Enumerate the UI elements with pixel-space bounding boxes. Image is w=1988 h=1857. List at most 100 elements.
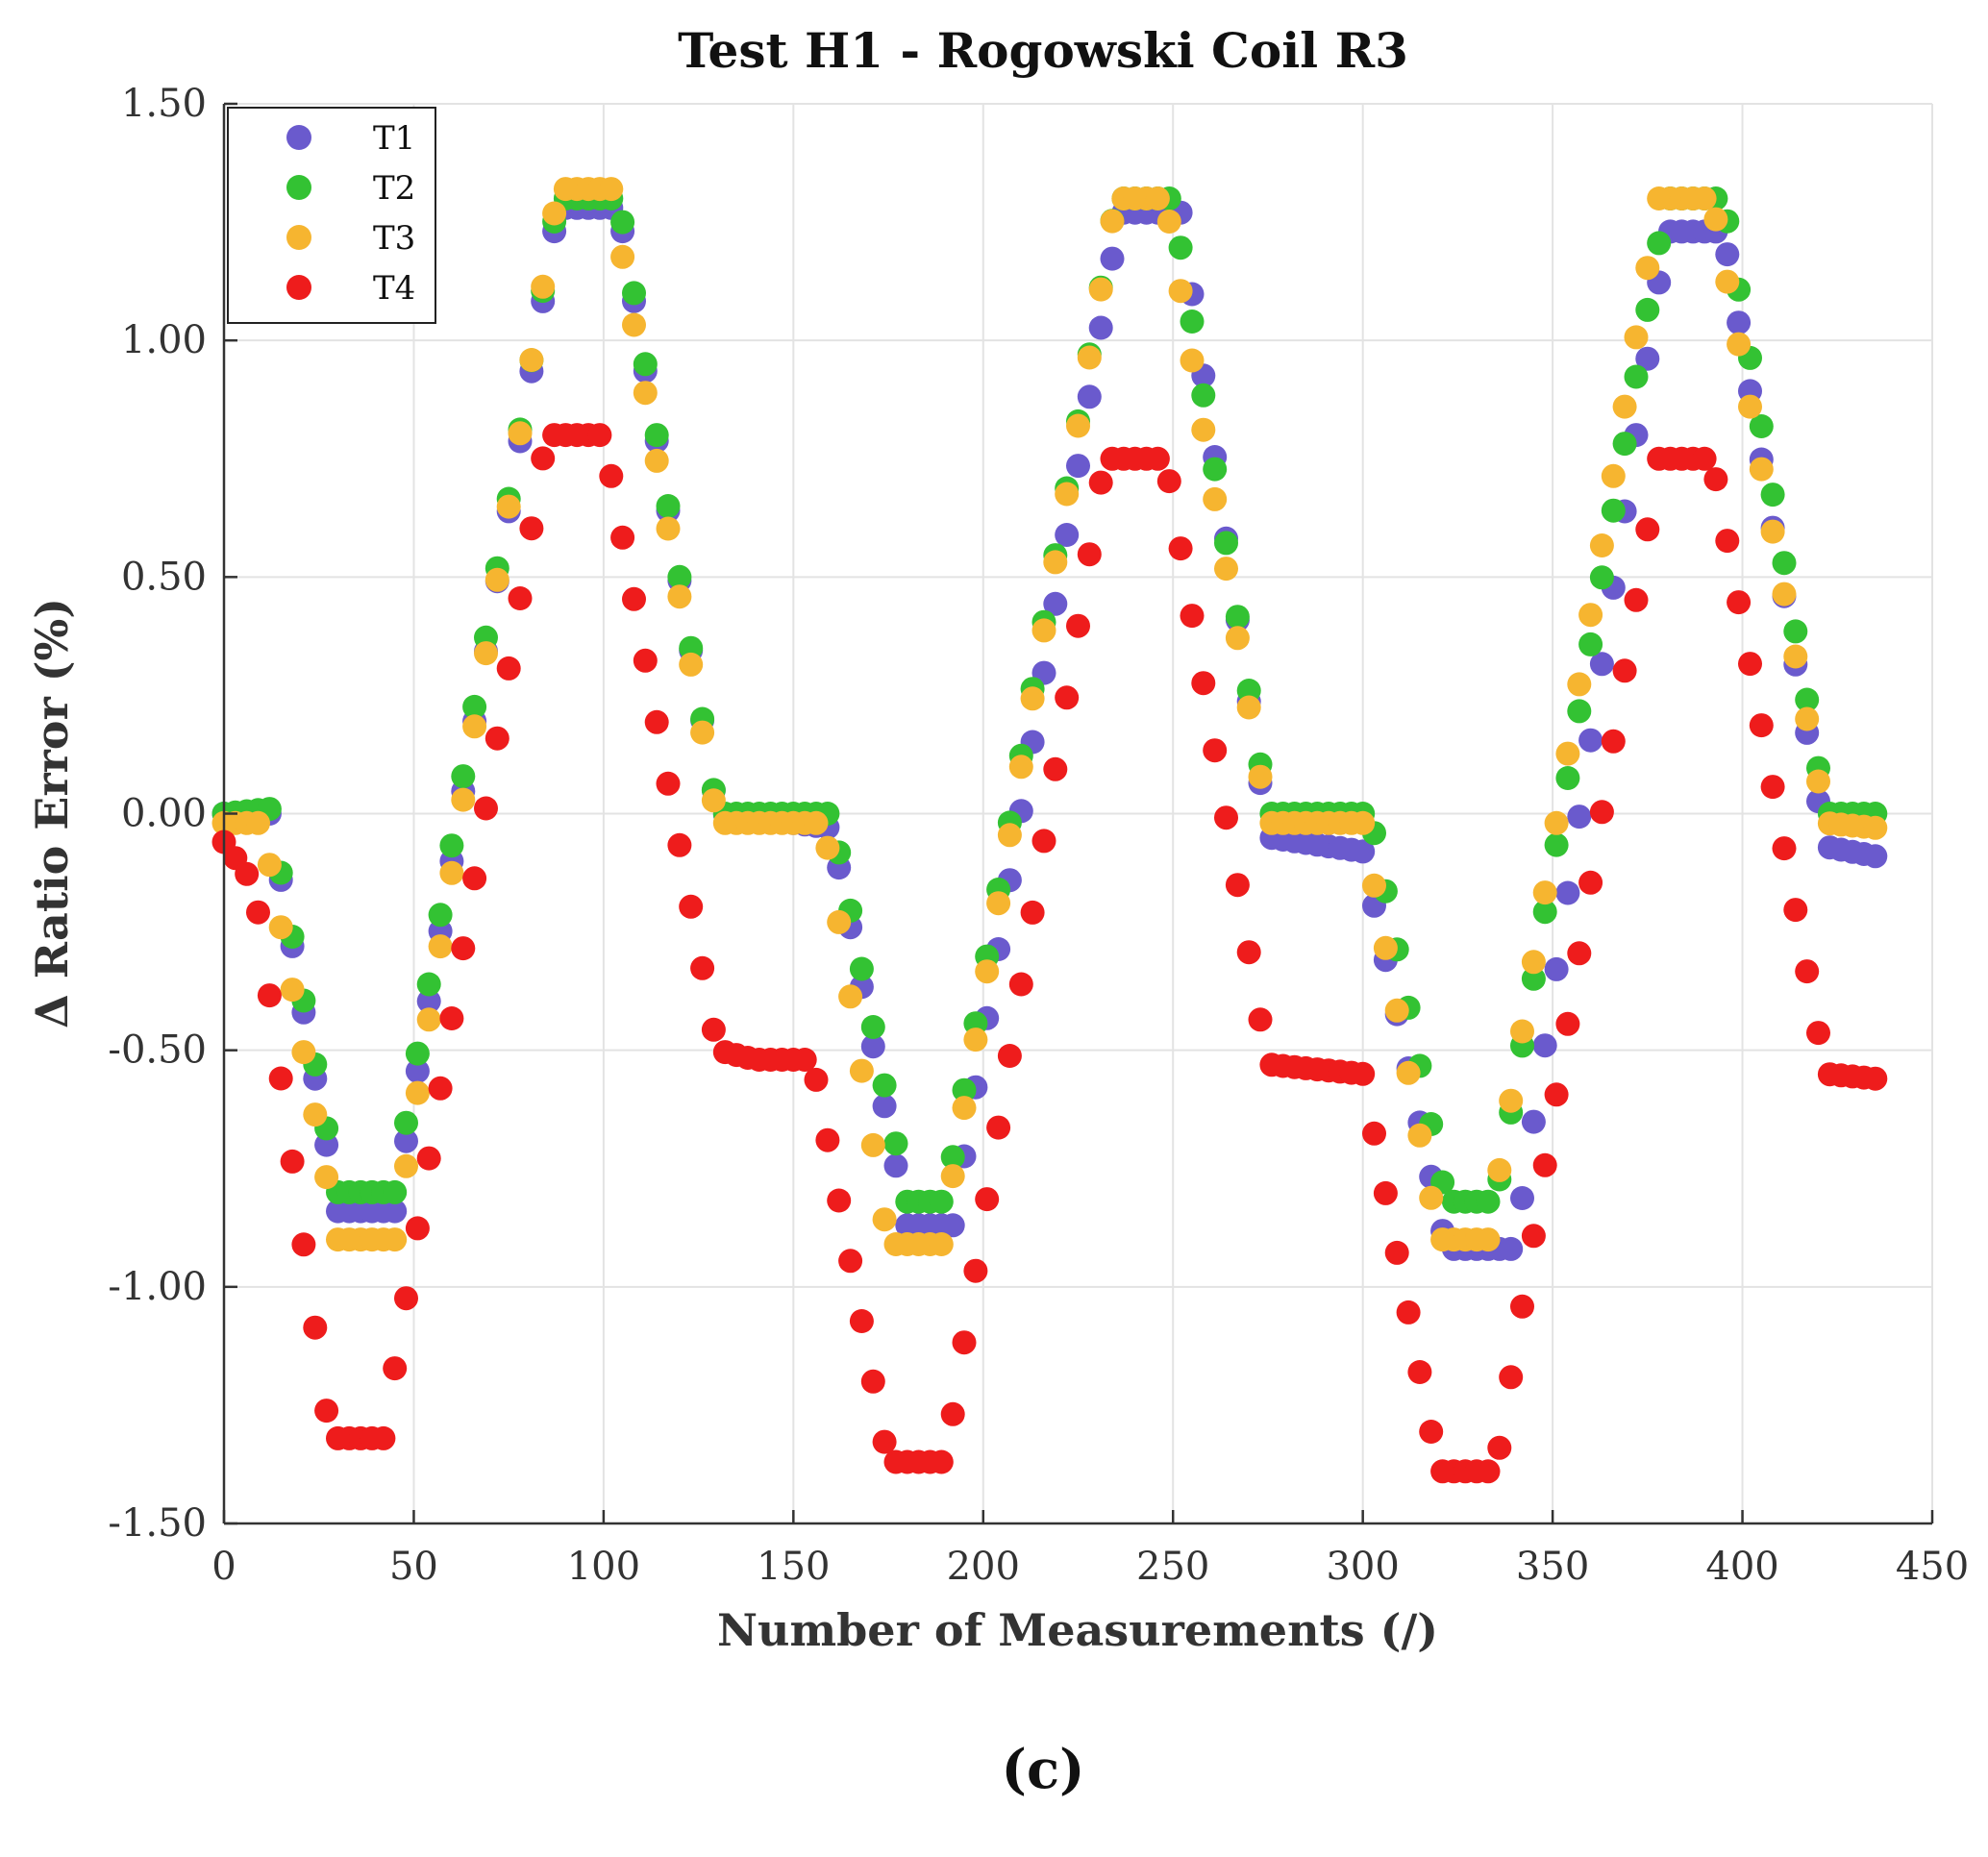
data-point-t4 [963,1258,988,1283]
data-point-t4 [1156,469,1181,494]
data-point-t4 [1589,800,1614,825]
data-point-t2 [1612,432,1637,457]
data-point-t1 [883,1153,908,1178]
data-point-t3 [599,177,624,202]
data-point-t4 [1066,613,1090,638]
data-point-t4 [1567,941,1592,966]
data-point-t3 [679,652,704,677]
data-point-t3 [849,1058,874,1083]
data-point-t4 [610,525,635,550]
data-point-t2 [439,833,464,858]
data-point-t3 [1487,1157,1512,1182]
x-axis-label: Number of Measurements (/) [717,1604,1438,1656]
y-tick-label: 1.00 [121,318,207,362]
data-point-t4 [496,656,521,681]
data-point-t2 [1635,297,1660,322]
data-point-t3 [1020,686,1045,711]
data-point-t1 [1100,246,1125,271]
data-point-t4 [827,1188,852,1213]
data-point-t2 [1544,832,1569,857]
x-tick-label: 0 [211,1545,236,1589]
data-point-t3 [1863,815,1888,840]
data-point-t1 [1532,1033,1557,1058]
data-point-t4 [1544,1082,1569,1107]
data-point-t1 [1043,591,1068,616]
data-point-t4 [1419,1420,1444,1444]
data-point-t3 [701,788,726,813]
data-point-t4 [1020,900,1045,925]
data-point-t4 [838,1249,863,1274]
data-point-t4 [1180,604,1205,629]
data-point-t3 [1806,769,1830,794]
data-point-t3 [1008,755,1033,780]
data-point-t3 [1191,417,1216,442]
data-point-t4 [1749,713,1774,738]
data-point-t2 [1532,900,1557,925]
y-tick-label: 0.00 [121,792,207,836]
data-point-t3 [644,448,669,473]
x-tick-label: 400 [1705,1545,1778,1589]
data-point-t4 [1248,1007,1273,1032]
data-point-t4 [280,1149,305,1174]
data-point-t2 [872,1073,897,1098]
data-point-t3 [1145,186,1170,210]
data-point-t4 [1521,1224,1546,1249]
data-point-t4 [849,1309,874,1333]
data-point-t3 [1031,618,1056,643]
data-point-t3 [1612,394,1637,419]
data-point-t3 [1703,207,1728,232]
data-point-t4 [1077,542,1102,567]
data-point-t1 [1589,652,1614,677]
data-point-t3 [1555,741,1580,766]
data-point-t4 [986,1115,1011,1140]
data-point-t3 [1225,626,1250,651]
data-point-t3 [1738,394,1762,419]
data-point-t3 [383,1227,408,1252]
y-axis-label: Δ Ratio Error (%) [26,598,78,1028]
data-point-t3 [929,1232,954,1256]
y-tick-label: 1.50 [121,82,207,126]
data-point-t4 [1510,1294,1534,1319]
data-point-t4 [1601,729,1626,754]
data-point-t3 [940,1164,965,1189]
data-point-t4 [474,796,498,821]
data-point-t3 [827,909,852,934]
data-point-t2 [462,694,487,719]
data-point-t3 [633,381,658,406]
data-point-t3 [1783,644,1808,669]
data-point-t4 [1715,529,1740,554]
data-point-t3 [428,934,453,959]
data-point-t4 [235,861,260,886]
x-tick-label: 100 [567,1545,640,1589]
series-t3 [211,177,1888,1256]
data-point-t1 [394,1128,418,1153]
data-point-t2 [610,210,635,235]
data-point-t4 [1612,658,1637,683]
data-point-t3 [1532,880,1557,905]
data-point-t3 [1100,209,1125,234]
data-point-t4 [246,900,270,925]
data-point-t4 [1396,1300,1421,1325]
data-point-t4 [257,983,282,1008]
data-point-t4 [1738,652,1762,677]
data-point-t4 [804,1067,829,1092]
data-point-t2 [952,1077,977,1102]
data-point-t2 [383,1179,408,1204]
data-point-t2 [883,1131,908,1156]
data-point-t1 [1066,454,1090,479]
data-point-t3 [508,421,533,446]
data-point-t3 [1236,695,1261,720]
data-point-t2 [1647,231,1672,256]
data-point-t3 [1624,325,1649,350]
data-point-t1 [1863,844,1888,869]
data-point-t4 [1362,1121,1386,1146]
data-point-t4 [975,1187,1000,1212]
data-point-t3 [667,584,692,609]
data-point-t2 [416,972,441,997]
data-point-t2 [1567,699,1592,724]
data-point-t3 [804,810,829,835]
data-point-t3 [1795,706,1820,731]
data-point-t3 [986,891,1011,916]
